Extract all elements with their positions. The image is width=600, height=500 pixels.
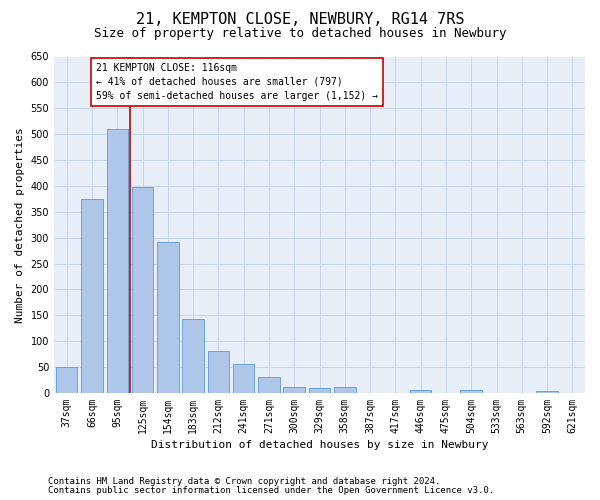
Bar [460, 390, 482, 393]
Bar [258, 378, 280, 393]
Text: 21 KEMPTON CLOSE: 116sqm
← 41% of detached houses are smaller (797)
59% of semi-: 21 KEMPTON CLOSE: 116sqm ← 41% of detach… [96, 62, 378, 100]
Text: 21, KEMPTON CLOSE, NEWBURY, RG14 7RS: 21, KEMPTON CLOSE, NEWBURY, RG14 7RS [136, 12, 464, 28]
Bar [283, 388, 305, 393]
Bar [334, 388, 356, 393]
Bar [309, 388, 330, 393]
Text: Contains public sector information licensed under the Open Government Licence v3: Contains public sector information licen… [48, 486, 494, 495]
Bar [56, 367, 77, 393]
Bar [81, 199, 103, 393]
Bar [410, 390, 431, 393]
Text: Size of property relative to detached houses in Newbury: Size of property relative to detached ho… [94, 28, 506, 40]
X-axis label: Distribution of detached houses by size in Newbury: Distribution of detached houses by size … [151, 440, 488, 450]
Bar [182, 319, 204, 393]
Bar [107, 129, 128, 393]
Bar [536, 391, 558, 393]
Bar [157, 242, 179, 393]
Y-axis label: Number of detached properties: Number of detached properties [15, 127, 25, 322]
Bar [233, 364, 254, 393]
Bar [208, 350, 229, 393]
Bar [132, 188, 153, 393]
Text: Contains HM Land Registry data © Crown copyright and database right 2024.: Contains HM Land Registry data © Crown c… [48, 477, 440, 486]
